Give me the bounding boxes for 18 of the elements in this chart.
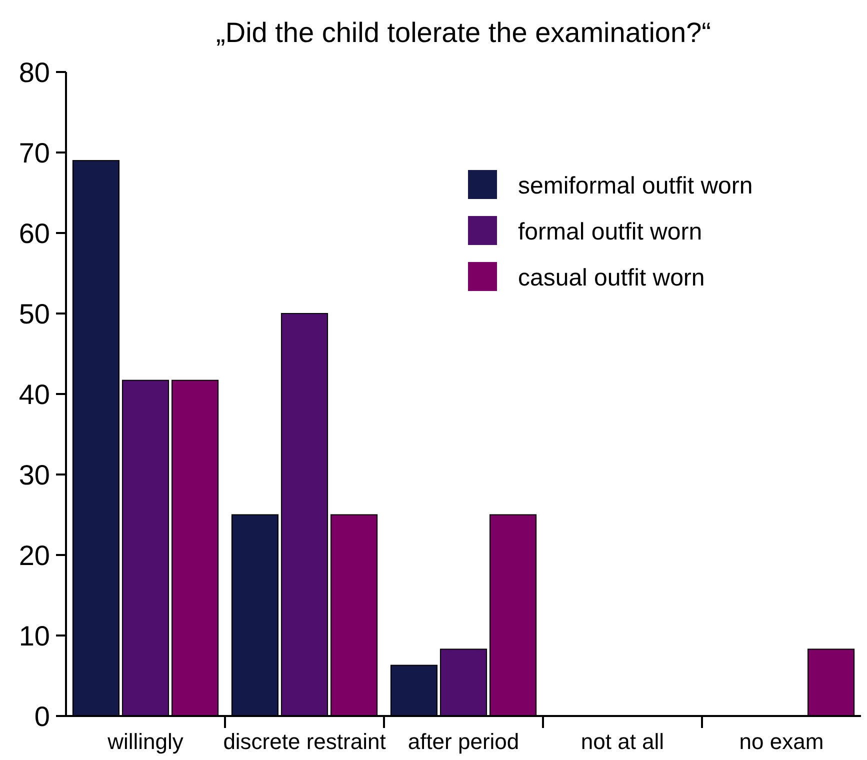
legend-label: semiformal outfit worn (518, 172, 753, 200)
y-tick-label: 60 (18, 218, 50, 249)
y-tick-label: 30 (18, 459, 50, 490)
y-tick-label: 0 (34, 700, 50, 732)
x-tick-label: discrete restraint (223, 729, 386, 754)
x-tick-label: after period (408, 729, 520, 754)
y-tick-label: 10 (18, 620, 50, 652)
y-tick-label: 20 (18, 540, 50, 571)
legend-label: formal outfit worn (518, 218, 702, 246)
x-tick-label: not at all (580, 729, 664, 754)
y-tick-label: 70 (18, 137, 50, 168)
y-tick-label: 40 (18, 378, 50, 410)
chart-title: „Did the child tolerate the examination?“ (216, 17, 711, 48)
x-tick-label: willingly (106, 729, 184, 754)
y-tick-label: 50 (18, 298, 50, 330)
legend-label: casual outfit worn (518, 264, 705, 292)
y-tick-label: 80 (18, 56, 50, 88)
x-tick-label: no exam (739, 729, 824, 754)
